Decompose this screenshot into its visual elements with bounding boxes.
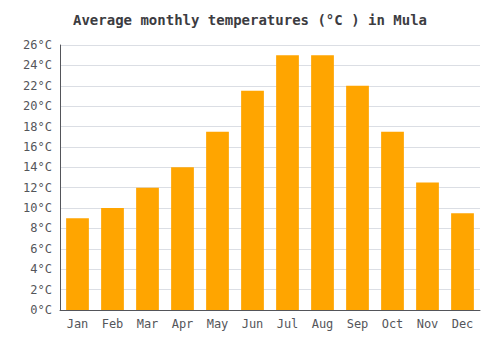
svg-text:Jan: Jan	[67, 317, 89, 331]
svg-text:22°C: 22°C	[23, 79, 52, 93]
svg-text:Sep: Sep	[347, 317, 369, 331]
svg-text:Aug: Aug	[312, 317, 334, 331]
svg-text:12°C: 12°C	[23, 181, 52, 195]
svg-text:18°C: 18°C	[23, 120, 52, 134]
svg-text:Jul: Jul	[277, 317, 299, 331]
svg-text:24°C: 24°C	[23, 58, 52, 72]
svg-text:20°C: 20°C	[23, 99, 52, 113]
svg-text:Average monthly temperatures (: Average monthly temperatures (°C ) in Mu…	[73, 12, 427, 28]
svg-text:Oct: Oct	[382, 317, 404, 331]
svg-text:Apr: Apr	[172, 317, 194, 331]
svg-text:2°C: 2°C	[30, 283, 52, 297]
svg-text:Jun: Jun	[242, 317, 264, 331]
svg-text:26°C: 26°C	[23, 38, 52, 52]
svg-text:Feb: Feb	[102, 317, 124, 331]
svg-text:8°C: 8°C	[30, 221, 52, 235]
svg-text:6°C: 6°C	[30, 242, 52, 256]
svg-text:14°C: 14°C	[23, 160, 52, 174]
svg-text:0°C: 0°C	[30, 303, 52, 317]
svg-text:Dec: Dec	[452, 317, 474, 331]
svg-text:Nov: Nov	[417, 317, 439, 331]
svg-text:16°C: 16°C	[23, 140, 52, 154]
svg-text:Mar: Mar	[137, 317, 159, 331]
svg-text:10°C: 10°C	[23, 201, 52, 215]
svg-text:4°C: 4°C	[30, 262, 52, 276]
svg-text:May: May	[207, 317, 229, 331]
